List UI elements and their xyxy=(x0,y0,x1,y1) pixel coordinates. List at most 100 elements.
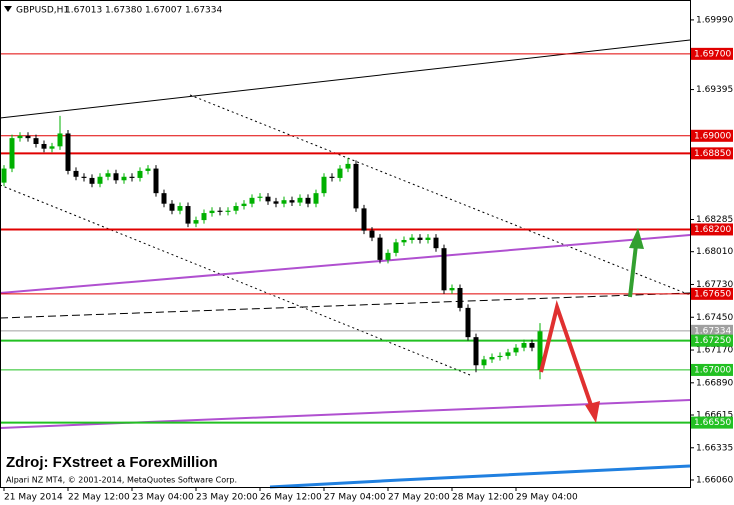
channel-line xyxy=(0,234,691,294)
candle-body xyxy=(1,168,7,183)
x-tick-label: 27 May 04:00 xyxy=(324,493,386,503)
x-tick-label: 29 May 04:00 xyxy=(516,493,578,503)
candle-body xyxy=(393,242,399,253)
candle-body xyxy=(297,197,303,203)
price-label-box xyxy=(691,334,733,347)
candle-body xyxy=(49,146,55,149)
candle-body xyxy=(233,206,239,211)
candle-body xyxy=(497,355,503,358)
candle-body xyxy=(457,287,463,308)
quote-open: 1.67013 xyxy=(65,6,102,16)
candle-body xyxy=(465,307,471,338)
price-label-box xyxy=(691,147,733,160)
candle-body xyxy=(201,213,207,221)
candle-body xyxy=(313,193,319,204)
candle-body xyxy=(129,176,135,178)
symbol: GBPUSD,H1 xyxy=(16,6,69,16)
candle-body xyxy=(257,196,263,198)
candle-body xyxy=(505,352,511,356)
candle-body xyxy=(249,197,255,204)
price-label: 1.68850 xyxy=(694,149,731,159)
arrows xyxy=(539,228,644,423)
x-tick-label: 22 May 12:00 xyxy=(68,493,130,503)
candle-body xyxy=(97,176,103,184)
candle-body xyxy=(417,237,423,240)
y-tick-label: 1.66335 xyxy=(696,443,733,453)
candle-body xyxy=(369,230,375,238)
candle-body xyxy=(145,168,151,171)
price-label-box xyxy=(691,129,733,142)
candle-body xyxy=(433,237,439,249)
price-label-box xyxy=(691,324,733,337)
candle-body xyxy=(321,176,327,194)
channel-line xyxy=(269,464,691,489)
candle-body xyxy=(353,163,359,209)
candle-body xyxy=(81,176,87,178)
candle-body xyxy=(345,163,351,169)
candle-body xyxy=(41,143,47,149)
arrow-head xyxy=(585,401,600,423)
y-tick-label: 1.69990 xyxy=(696,15,733,25)
candle-body xyxy=(529,343,535,348)
candle-body xyxy=(169,203,175,211)
candle-body xyxy=(305,197,311,204)
candle-body xyxy=(217,210,223,212)
candle-body xyxy=(225,210,231,212)
candle-body xyxy=(377,237,383,260)
price-label: 1.66550 xyxy=(694,418,731,428)
candle-body xyxy=(537,331,543,370)
price-label-box xyxy=(691,363,733,376)
candle-body xyxy=(409,237,415,240)
x-tick-label: 26 May 12:00 xyxy=(260,493,322,503)
candle-body xyxy=(337,168,343,178)
x-tick-label: 23 May 20:00 xyxy=(196,493,258,503)
price-label: 1.67334 xyxy=(694,326,731,336)
candle-body xyxy=(489,357,495,360)
candle-body xyxy=(121,176,127,181)
candle-body xyxy=(105,173,111,177)
quote-close: 1.67334 xyxy=(185,6,222,16)
x-tick-label: 28 May 12:00 xyxy=(452,493,514,503)
price-label-box xyxy=(691,287,733,300)
x-tick-label: 21 May 2014 xyxy=(4,493,63,503)
plot-frame xyxy=(0,0,691,488)
menu-triangle xyxy=(4,6,12,12)
trend-line xyxy=(0,292,691,319)
y-tick-label: 1.69395 xyxy=(696,85,733,95)
candle-body xyxy=(273,201,279,204)
candle-body xyxy=(153,168,159,194)
price-label: 1.69000 xyxy=(694,131,731,141)
quote-low: 1.67007 xyxy=(145,6,182,16)
price-label-box xyxy=(691,223,733,236)
candle-body xyxy=(473,337,479,366)
price-label: 1.67650 xyxy=(694,289,731,299)
candle-body xyxy=(361,208,367,231)
candle-body xyxy=(89,177,95,184)
price-label: 1.67250 xyxy=(694,336,731,346)
candle-body xyxy=(209,210,215,214)
arrow-head xyxy=(629,228,644,249)
candle-body xyxy=(33,138,39,144)
arrow-down xyxy=(539,299,594,409)
candle-body xyxy=(113,173,119,181)
candle-body xyxy=(73,170,79,177)
price-label: 1.69700 xyxy=(694,49,731,59)
candle-body xyxy=(193,220,199,224)
plot xyxy=(0,53,690,424)
price-label: 1.67000 xyxy=(694,365,731,375)
source: Zdroj: FXstreet a ForexMillion xyxy=(6,454,218,471)
candle-body xyxy=(329,176,335,178)
candle-body xyxy=(265,196,271,202)
candle-body xyxy=(137,170,143,178)
candle-body xyxy=(185,206,191,224)
quote-high: 1.67380 xyxy=(105,6,142,16)
candle-body xyxy=(441,248,447,291)
y-tick-label: 1.66060 xyxy=(696,475,733,485)
candle-body xyxy=(241,203,247,207)
y-tick-label: 1.68010 xyxy=(696,247,733,257)
candle-body xyxy=(25,135,31,139)
candle-body xyxy=(161,193,167,204)
candle-body xyxy=(481,359,487,366)
x-tick-label: 23 May 04:00 xyxy=(132,493,194,503)
y-tick-label: 1.66890 xyxy=(696,378,733,388)
